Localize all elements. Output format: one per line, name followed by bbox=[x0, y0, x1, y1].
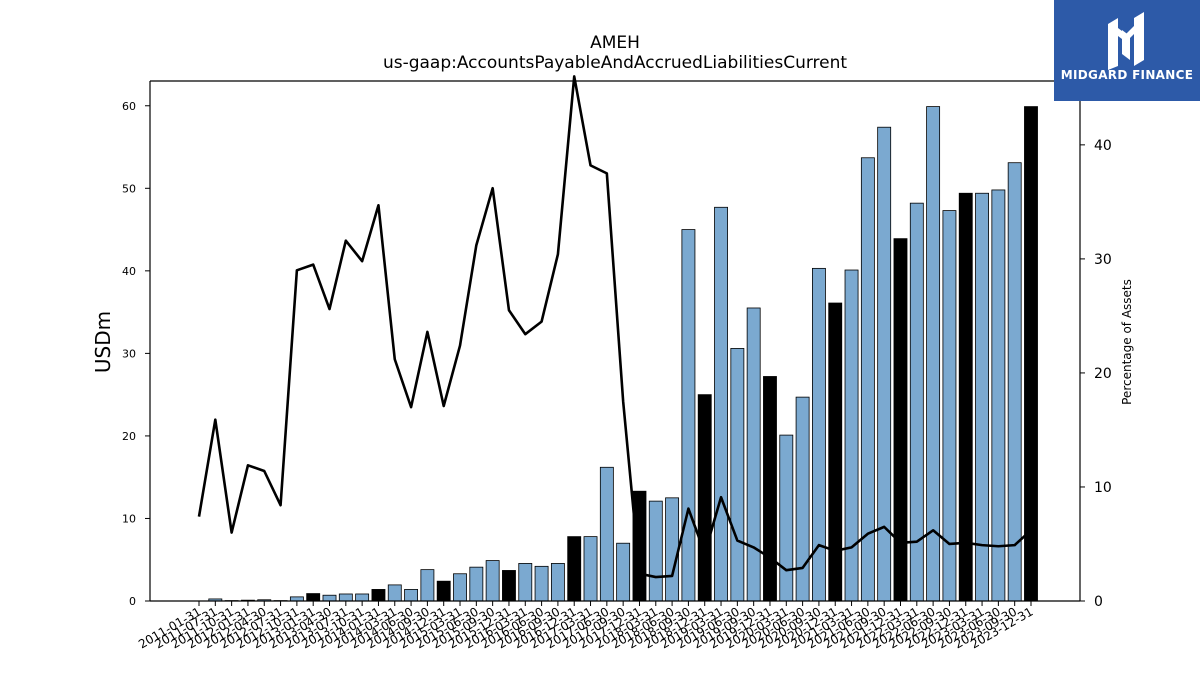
y-tick-label: 10 bbox=[122, 512, 136, 525]
bar bbox=[844, 269, 859, 602]
bar bbox=[648, 500, 663, 602]
y-axis-ticks: 0 10 20 30 40 50 60 bbox=[122, 100, 150, 608]
bar bbox=[599, 466, 614, 602]
bar bbox=[665, 497, 680, 602]
axes bbox=[149, 80, 1081, 602]
bar bbox=[991, 189, 1006, 602]
bar bbox=[289, 596, 304, 602]
y-tick-label: 50 bbox=[122, 182, 136, 195]
brand-logo-text: MIDGARD FINANCE bbox=[1060, 68, 1194, 82]
bar bbox=[975, 192, 989, 602]
bar bbox=[436, 580, 451, 602]
bar bbox=[746, 307, 761, 602]
line-path bbox=[197, 75, 1032, 579]
bar bbox=[681, 229, 696, 602]
bar bbox=[534, 565, 549, 602]
bar bbox=[828, 302, 843, 602]
bar bbox=[893, 238, 908, 602]
bar bbox=[1024, 106, 1038, 602]
bar bbox=[550, 563, 565, 602]
bar bbox=[730, 348, 745, 602]
bar bbox=[404, 589, 418, 602]
y-axis-label: USDm bbox=[91, 311, 115, 373]
bar bbox=[387, 584, 402, 602]
y-tick-label: 30 bbox=[122, 347, 136, 360]
bar bbox=[632, 490, 647, 602]
bar bbox=[779, 434, 794, 602]
bar bbox=[697, 394, 712, 602]
bar bbox=[518, 563, 533, 602]
bar bbox=[420, 569, 435, 602]
bar-series bbox=[208, 106, 1038, 602]
bar bbox=[355, 593, 370, 602]
y-tick-label: 40 bbox=[122, 265, 136, 278]
bar bbox=[485, 560, 500, 602]
y-tick-label: 20 bbox=[122, 430, 136, 443]
y2-tick-label: 20 bbox=[1094, 366, 1112, 382]
line-series bbox=[197, 75, 1032, 579]
bar bbox=[714, 206, 728, 602]
midgard-logo-icon bbox=[1108, 12, 1144, 70]
y2-axis-ticks: 0 10 20 30 40 bbox=[1080, 138, 1112, 610]
bar bbox=[583, 536, 598, 602]
y2-tick-label: 30 bbox=[1094, 252, 1112, 268]
chart-title: AMEH bbox=[590, 33, 640, 53]
bar bbox=[616, 542, 631, 602]
bar bbox=[371, 589, 386, 602]
bar bbox=[453, 573, 467, 602]
x-axis-ticks: 2011-01-312011-07-312011-10-312012-01-31… bbox=[136, 601, 1036, 651]
y-tick-label: 60 bbox=[122, 100, 136, 113]
y2-tick-label: 10 bbox=[1094, 480, 1112, 496]
chart-subtitle: us-gaap:AccountsPayableAndAccruedLiabili… bbox=[383, 53, 847, 73]
y-tick-label: 0 bbox=[129, 595, 136, 608]
y2-tick-label: 40 bbox=[1094, 138, 1112, 154]
bar bbox=[306, 593, 321, 602]
y2-axis-label: Percentage of Assets bbox=[1120, 279, 1134, 405]
bar bbox=[1007, 162, 1022, 602]
bar bbox=[567, 536, 582, 602]
bar bbox=[763, 376, 777, 602]
bar bbox=[322, 594, 337, 602]
y2-tick-label: 0 bbox=[1094, 594, 1103, 610]
brand-logo: MIDGARD FINANCE bbox=[1054, 0, 1200, 101]
bar bbox=[795, 396, 810, 602]
bar bbox=[926, 106, 941, 602]
bar bbox=[469, 566, 484, 602]
bar bbox=[502, 570, 516, 602]
bar bbox=[338, 593, 353, 602]
bar bbox=[958, 192, 973, 602]
